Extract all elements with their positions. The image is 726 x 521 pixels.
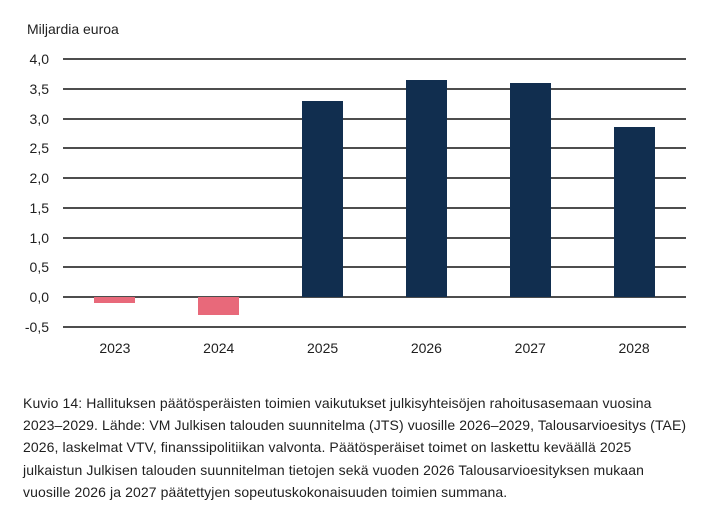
- x-tick-label-2025: 2025: [307, 340, 339, 356]
- gridline: [63, 87, 686, 90]
- y-tick-label: 2,0: [29, 170, 49, 187]
- gridline: [63, 296, 686, 299]
- bar-2026: [405, 79, 447, 298]
- y-tick-label: 0,0: [29, 289, 49, 306]
- gridline: [63, 177, 686, 180]
- y-tick-label: 3,5: [29, 80, 49, 97]
- y-tick-label: 0,5: [29, 259, 49, 276]
- bar-2023: [94, 297, 136, 304]
- gridline: [63, 236, 686, 239]
- gridline: [63, 326, 686, 328]
- bar-2024: [198, 297, 240, 316]
- y-tick-label: -0,5: [24, 319, 49, 335]
- gridline: [63, 58, 686, 60]
- gridline: [63, 117, 686, 120]
- y-tick-label: 1,5: [29, 199, 49, 216]
- bar-chart: 4,0 3,5 3,0 2,5 2,0 1,5 1,0 0,5 0,0 -0,5 2023 2024 2…: [24, 51, 686, 356]
- gridline: [63, 206, 686, 209]
- bar-2027: [509, 82, 551, 298]
- gridline: [63, 147, 686, 150]
- x-tick-label-2023: 2023: [99, 340, 131, 356]
- y-tick-label: 1,0: [29, 229, 49, 246]
- y-tick-label: 2,5: [29, 140, 49, 157]
- x-tick-label-2027: 2027: [514, 340, 546, 356]
- bar-2025: [302, 100, 344, 298]
- x-tick-label-2026: 2026: [410, 340, 442, 356]
- x-tick-label-2024: 2024: [203, 340, 235, 356]
- bar-2028: [613, 127, 655, 298]
- figure-caption: Kuvio 14: Hallituksen päätösperäisten to…: [23, 395, 687, 500]
- y-axis-title: Miljardia euroa: [27, 21, 119, 37]
- gridline: [63, 266, 686, 269]
- y-tick-label: 4,0: [29, 51, 49, 67]
- y-tick-label: 3,0: [29, 110, 49, 127]
- x-tick-label-2028: 2028: [618, 340, 650, 356]
